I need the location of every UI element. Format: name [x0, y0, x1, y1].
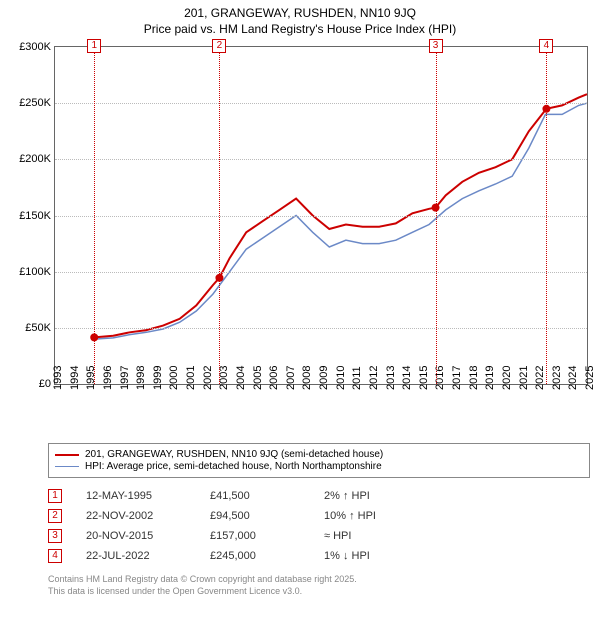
y-tick-label: £50K — [25, 322, 55, 334]
sales-row-date: 12-MAY-1995 — [86, 490, 186, 502]
chart-title-address: 201, GRANGEWAY, RUSHDEN, NN10 9JQ — [0, 6, 600, 20]
x-tick-label: 2009 — [318, 366, 330, 390]
x-tick-label: 1999 — [152, 366, 164, 390]
sales-row-diff: 1% ↓ HPI — [324, 550, 370, 562]
sale-marker-badge: 1 — [87, 39, 101, 53]
legend-label: 201, GRANGEWAY, RUSHDEN, NN10 9JQ (semi-… — [85, 449, 383, 460]
footer-copyright: Contains HM Land Registry data © Crown c… — [48, 574, 590, 586]
sales-row-date: 20-NOV-2015 — [86, 530, 186, 542]
sales-row-price: £94,500 — [210, 510, 300, 522]
chart-titles: 201, GRANGEWAY, RUSHDEN, NN10 9JQ Price … — [0, 0, 600, 38]
x-tick-label: 2023 — [551, 366, 563, 390]
x-tick-label: 2018 — [468, 366, 480, 390]
x-tick-label: 2000 — [168, 366, 180, 390]
x-tick-label: 2008 — [301, 366, 313, 390]
sales-row-badge: 4 — [48, 549, 62, 563]
sales-row-badge: 1 — [48, 489, 62, 503]
x-tick-label: 2020 — [501, 366, 513, 390]
x-tick-label: 2010 — [335, 366, 347, 390]
sale-marker-badge: 2 — [212, 39, 226, 53]
footer-licence: This data is licensed under the Open Gov… — [48, 586, 590, 598]
sale-marker-badge: 3 — [429, 39, 443, 53]
x-tick-label: 2001 — [185, 366, 197, 390]
x-tick-label: 2012 — [368, 366, 380, 390]
x-tick-label: 2015 — [418, 366, 430, 390]
chart-area: £0£50K£100K£150K£200K£250K£300K199319941… — [6, 42, 594, 437]
legend-swatch — [55, 466, 79, 467]
x-tick-label: 2025 — [584, 366, 596, 390]
sales-table: 1 12-MAY-1995 £41,500 2% ↑ HPI 2 22-NOV-2002 £… — [48, 486, 590, 566]
x-tick-label: 2024 — [567, 366, 579, 390]
sales-row: 3 20-NOV-2015 £157,000 ≈ HPI — [48, 526, 590, 546]
x-tick-label: 2022 — [534, 366, 546, 390]
x-tick-label: 1993 — [52, 366, 64, 390]
sales-row-date: 22-JUL-2022 — [86, 550, 186, 562]
legend-row: 201, GRANGEWAY, RUSHDEN, NN10 9JQ (semi-… — [55, 449, 583, 460]
chart-plot: £0£50K£100K£150K£200K£250K£300K199319941… — [54, 46, 588, 385]
x-tick-label: 2004 — [235, 366, 247, 390]
x-tick-label: 2019 — [484, 366, 496, 390]
sales-row-price: £41,500 — [210, 490, 300, 502]
y-tick-label: £300K — [19, 41, 55, 53]
sale-marker-badge: 4 — [539, 39, 553, 53]
legend-row: HPI: Average price, semi-detached house,… — [55, 461, 583, 472]
x-tick-label: 2013 — [385, 366, 397, 390]
sales-row: 4 22-JUL-2022 £245,000 1% ↓ HPI — [48, 546, 590, 566]
y-tick-label: £150K — [19, 210, 55, 222]
x-tick-label: 2011 — [351, 366, 363, 390]
x-tick-label: 2005 — [252, 366, 264, 390]
sales-row: 2 22-NOV-2002 £94,500 10% ↑ HPI — [48, 506, 590, 526]
sales-row-badge: 3 — [48, 529, 62, 543]
y-tick-label: £100K — [19, 266, 55, 278]
chart-footer: Contains HM Land Registry data © Crown c… — [48, 574, 590, 597]
sales-row-date: 22-NOV-2002 — [86, 510, 186, 522]
y-tick-label: £200K — [19, 153, 55, 165]
x-tick-label: 1994 — [69, 366, 81, 390]
legend-swatch — [55, 454, 79, 456]
chart-legend: 201, GRANGEWAY, RUSHDEN, NN10 9JQ (semi-… — [48, 443, 590, 478]
series-hpi — [94, 103, 587, 339]
sales-row: 1 12-MAY-1995 £41,500 2% ↑ HPI — [48, 486, 590, 506]
sales-row-diff: 10% ↑ HPI — [324, 510, 376, 522]
y-tick-label: £250K — [19, 97, 55, 109]
x-tick-label: 2007 — [285, 366, 297, 390]
x-tick-label: 1995 — [85, 366, 97, 390]
x-tick-label: 1996 — [102, 366, 114, 390]
legend-label: HPI: Average price, semi-detached house,… — [85, 461, 382, 472]
sales-row-diff: 2% ↑ HPI — [324, 490, 370, 502]
x-tick-label: 2014 — [401, 366, 413, 390]
x-tick-label: 2006 — [268, 366, 280, 390]
sales-row-badge: 2 — [48, 509, 62, 523]
chart-subtitle: Price paid vs. HM Land Registry's House … — [0, 22, 600, 36]
sales-row-diff: ≈ HPI — [324, 530, 351, 542]
sales-row-price: £245,000 — [210, 550, 300, 562]
x-tick-label: 1997 — [119, 366, 131, 390]
x-tick-label: 2021 — [518, 366, 530, 390]
x-tick-label: 1998 — [135, 366, 147, 390]
x-tick-label: 2002 — [202, 366, 214, 390]
sales-row-price: £157,000 — [210, 530, 300, 542]
x-tick-label: 2017 — [451, 366, 463, 390]
